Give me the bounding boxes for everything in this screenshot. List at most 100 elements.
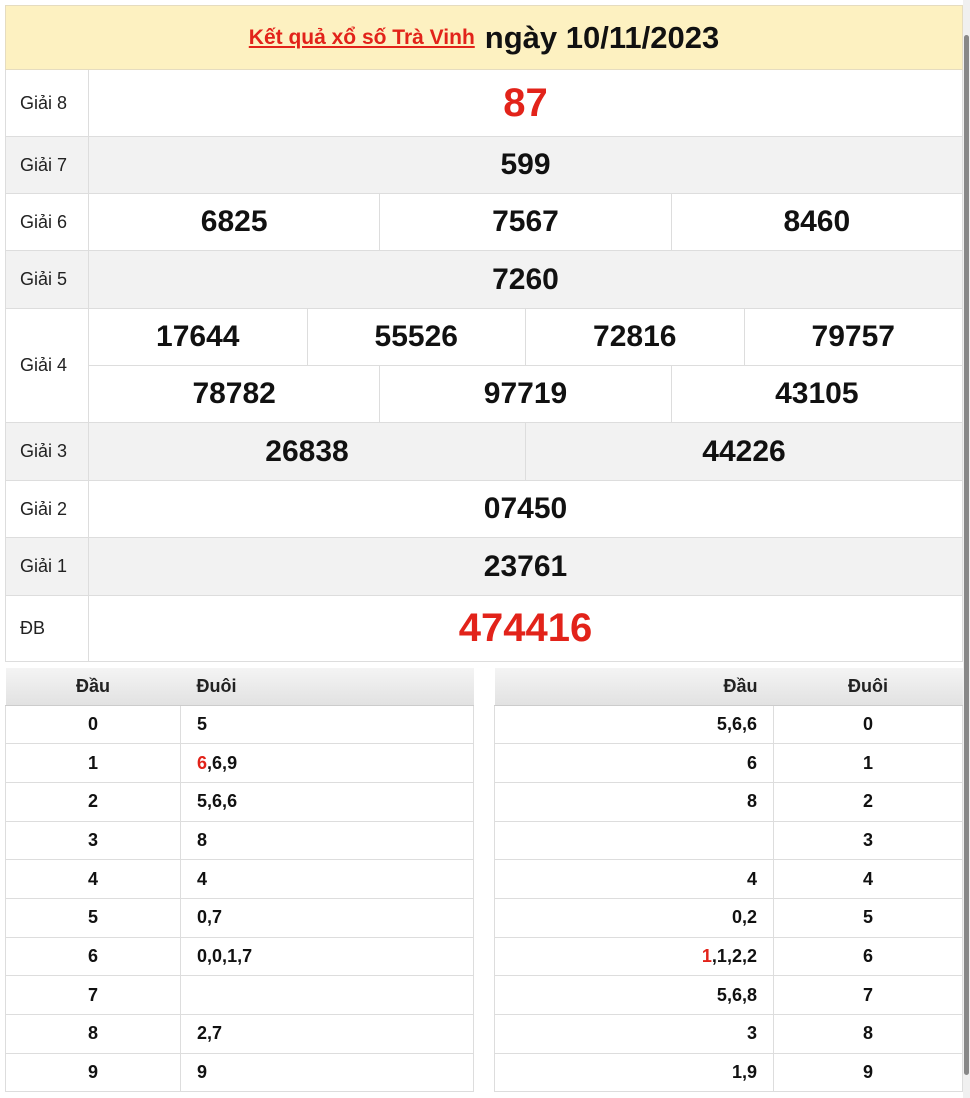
prize-row: Giải 4 17644 55526 72816 79757 78782 97719 4310… xyxy=(5,309,963,423)
loto-digit: 0 xyxy=(212,945,223,966)
prize-number: 26838 xyxy=(265,434,349,468)
loto-row: 5 0,7 xyxy=(5,897,474,938)
results-header: Kết quả xổ số Trà Vinh ngày 10/11/2023 xyxy=(5,5,963,70)
loto-digit: 6 xyxy=(746,713,757,734)
loto-digit: 5 xyxy=(716,984,727,1005)
prize-number: 7260 xyxy=(492,262,559,296)
prize-number: 8460 xyxy=(670,194,962,250)
prize-row: Giải 2 07450 xyxy=(5,481,963,538)
loto-head-digit: 1 xyxy=(5,743,181,783)
loto-digit: 6 xyxy=(227,791,238,812)
loto-digit: 8 xyxy=(746,791,757,812)
loto-digit: 6 xyxy=(212,752,223,773)
prize-number: 97719 xyxy=(379,366,670,422)
loto-row: 6 0,0,1,7 xyxy=(5,936,474,977)
prize-label: Giải 5 xyxy=(6,251,89,308)
loto-tail-digit: 2 xyxy=(773,781,963,822)
prize-number: 87 xyxy=(503,80,548,125)
loto-row: 5,6,8 7 xyxy=(494,975,963,1015)
prize-label: Giải 1 xyxy=(6,538,89,595)
results-table: Kết quả xổ số Trà Vinh ngày 10/11/2023 G… xyxy=(5,5,963,662)
loto-digit: 7 xyxy=(242,945,253,966)
loto-tails: 5 xyxy=(180,704,474,745)
loto-digit: 6 xyxy=(746,752,757,773)
prize-row: Giải 3 26838 44226 xyxy=(5,423,963,481)
col-duoi: Đuôi xyxy=(773,668,963,706)
loto-tail-digit: 8 xyxy=(773,1014,963,1054)
loto-head-digit: 6 xyxy=(5,936,181,977)
loto-heads: 6 xyxy=(494,743,774,783)
loto-heads: 5,6,8 xyxy=(494,975,774,1015)
prize-label: Giải 4 xyxy=(6,309,89,422)
loto-digit: 5 xyxy=(197,713,208,734)
prize-number: 43105 xyxy=(670,366,962,422)
loto-digit: 9 xyxy=(197,1062,208,1083)
prize-label: Giải 6 xyxy=(6,194,89,250)
loto-head-table: Đầu Đuôi 0 5 1 6,6,9 2 5,6,6 3 8 4 4 5 0,7 6 0,0,1,7 7… xyxy=(5,668,474,1093)
col-dau: Đầu xyxy=(494,668,774,706)
loto-digit: 1 xyxy=(701,945,712,966)
loto-digit: 8 xyxy=(746,984,757,1005)
loto-digit: 1 xyxy=(731,1062,742,1083)
loto-digit: 4 xyxy=(197,868,208,889)
loto-tail-digit: 4 xyxy=(773,859,963,899)
loto-digit: 0 xyxy=(197,945,208,966)
loto-head-digit: 4 xyxy=(5,859,181,899)
loto-digit: 2 xyxy=(746,945,757,966)
loto-heads: 0,2 xyxy=(494,897,774,938)
loto-heads: 4 xyxy=(494,859,774,899)
loto-digit: 7 xyxy=(212,1023,223,1044)
loto-digit: 0 xyxy=(197,907,208,928)
prize-row: Giải 6 6825 7567 8460 xyxy=(5,194,963,251)
province-link[interactable]: Kết quả xổ số Trà Vinh xyxy=(248,25,475,49)
prize-number: 17644 xyxy=(156,320,240,353)
prize-number: 78782 xyxy=(192,377,276,410)
loto-digit: 2 xyxy=(731,945,742,966)
prize-row: Giải 5 7260 xyxy=(5,251,963,309)
loto-digit: 6 xyxy=(197,752,208,773)
loto-digit: 4 xyxy=(746,868,757,889)
prize-number: 474416 xyxy=(458,606,593,650)
prize-row: ĐB 474416 xyxy=(5,596,963,662)
loto-row: 2 5,6,6 xyxy=(5,781,474,822)
loto-tails: 6,6,9 xyxy=(180,743,474,783)
loto-row: 8 2,7 xyxy=(5,1014,474,1054)
loto-tails xyxy=(180,975,474,1015)
prize-row: Giải 1 23761 xyxy=(5,538,963,596)
prize-number: 599 xyxy=(500,148,551,181)
loto-row: 7 xyxy=(5,975,474,1015)
loto-head-digit: 7 xyxy=(5,975,181,1015)
loto-head-digit: 0 xyxy=(5,704,181,745)
loto-heads: 1,1,2,2 xyxy=(494,936,774,977)
prize-number: 44226 xyxy=(525,423,962,480)
loto-head-digit: 9 xyxy=(5,1052,181,1093)
loto-tails: 0,0,1,7 xyxy=(180,936,474,977)
loto-heads: 3 xyxy=(494,1014,774,1054)
scrollbar-thumb[interactable] xyxy=(964,35,969,1075)
loto-row: 5,6,6 0 xyxy=(494,704,963,745)
loto-tail-digit: 0 xyxy=(773,704,963,745)
loto-row: 1,1,2,2 6 xyxy=(494,936,963,977)
loto-tails: 4 xyxy=(180,859,474,899)
loto-row: 3 xyxy=(494,820,963,861)
scrollbar[interactable] xyxy=(963,0,970,1098)
prize-label: Giải 7 xyxy=(6,137,89,193)
loto-heads: 5,6,6 xyxy=(494,704,774,745)
loto-tails: 2,7 xyxy=(180,1014,474,1054)
loto-row: 1,9 9 xyxy=(494,1052,963,1093)
loto-row: 0,2 5 xyxy=(494,897,963,938)
loto-head-digit: 3 xyxy=(5,820,181,861)
loto-digit: 1 xyxy=(716,945,727,966)
prize-number: 07450 xyxy=(483,492,568,525)
loto-tail-digit: 7 xyxy=(773,975,963,1015)
loto-digit: 6 xyxy=(731,984,742,1005)
loto-tails: 0,7 xyxy=(180,897,474,938)
loto-head-digit: 5 xyxy=(5,897,181,938)
col-dau: Đầu xyxy=(5,668,181,706)
loto-tail-table: Đầu Đuôi 5,6,6 0 6 1 8 2 3 4 4 0,2 5 1,1,2,2 6 5,6,8 7… xyxy=(494,668,963,1093)
